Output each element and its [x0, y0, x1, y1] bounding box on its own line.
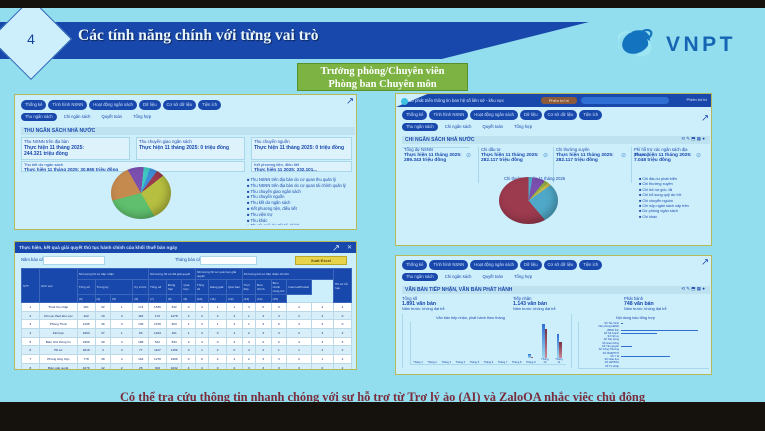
svg-text:VNPT: VNPT [666, 33, 736, 56]
